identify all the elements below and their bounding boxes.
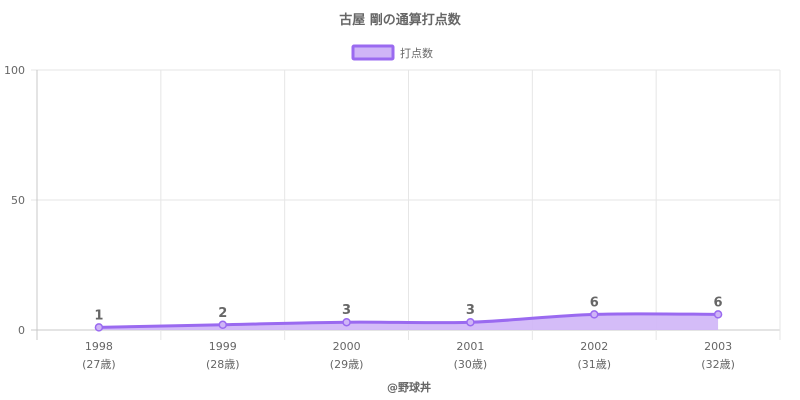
y-tick-label: 0: [18, 324, 25, 337]
data-label: 6: [714, 295, 723, 310]
data-point: [94, 323, 104, 332]
data-point: [466, 317, 475, 327]
data-label: 6: [590, 295, 599, 310]
legend: 打点数: [351, 44, 433, 61]
data-point: [218, 320, 227, 330]
data-point: [342, 317, 351, 327]
data-label: 1: [94, 308, 103, 323]
data-point: [590, 310, 599, 319]
data-label: 3: [466, 303, 475, 318]
x-tick-sublabel: (32歳): [701, 358, 735, 371]
x-tick-label: 2001: [456, 340, 484, 353]
x-tick-sublabel: (31歳): [577, 358, 611, 371]
credit-text: @野球丼: [387, 380, 431, 394]
legend-label: 打点数: [400, 46, 433, 60]
x-tick-label: 2002: [580, 340, 608, 353]
data-labels: 1 2 3 3 6 6: [94, 295, 722, 323]
x-tick-sublabel: (27歳): [82, 358, 116, 371]
series-points: [94, 310, 723, 332]
grid: [31, 69, 781, 340]
x-tick-label: 2000: [333, 340, 361, 353]
legend-swatch: [351, 44, 395, 61]
y-tick-label: 50: [11, 194, 25, 207]
data-label: 2: [218, 306, 227, 321]
data-label: 3: [342, 303, 351, 318]
y-tick-label: 100: [4, 64, 25, 77]
x-tick-label: 2003: [704, 340, 732, 353]
chart-title: 古屋 剛の通算打点数: [339, 12, 462, 28]
area-fill: [98, 313, 719, 330]
x-tick-label: 1999: [209, 340, 237, 353]
x-tick-sublabel: (29歳): [330, 358, 364, 371]
data-point: [713, 310, 723, 319]
line-path: [98, 312, 719, 329]
x-tick-sublabel: (30歳): [454, 358, 488, 371]
series-line: [98, 312, 719, 329]
series-area: [98, 313, 719, 330]
axis-ticks: 0 50 100 1998 (27歳) 1999 (28歳) 2000 (29歳) 2001 (30…: [4, 64, 735, 371]
x-tick-label: 1998: [85, 340, 113, 353]
x-tick-sublabel: (28歳): [206, 358, 240, 371]
